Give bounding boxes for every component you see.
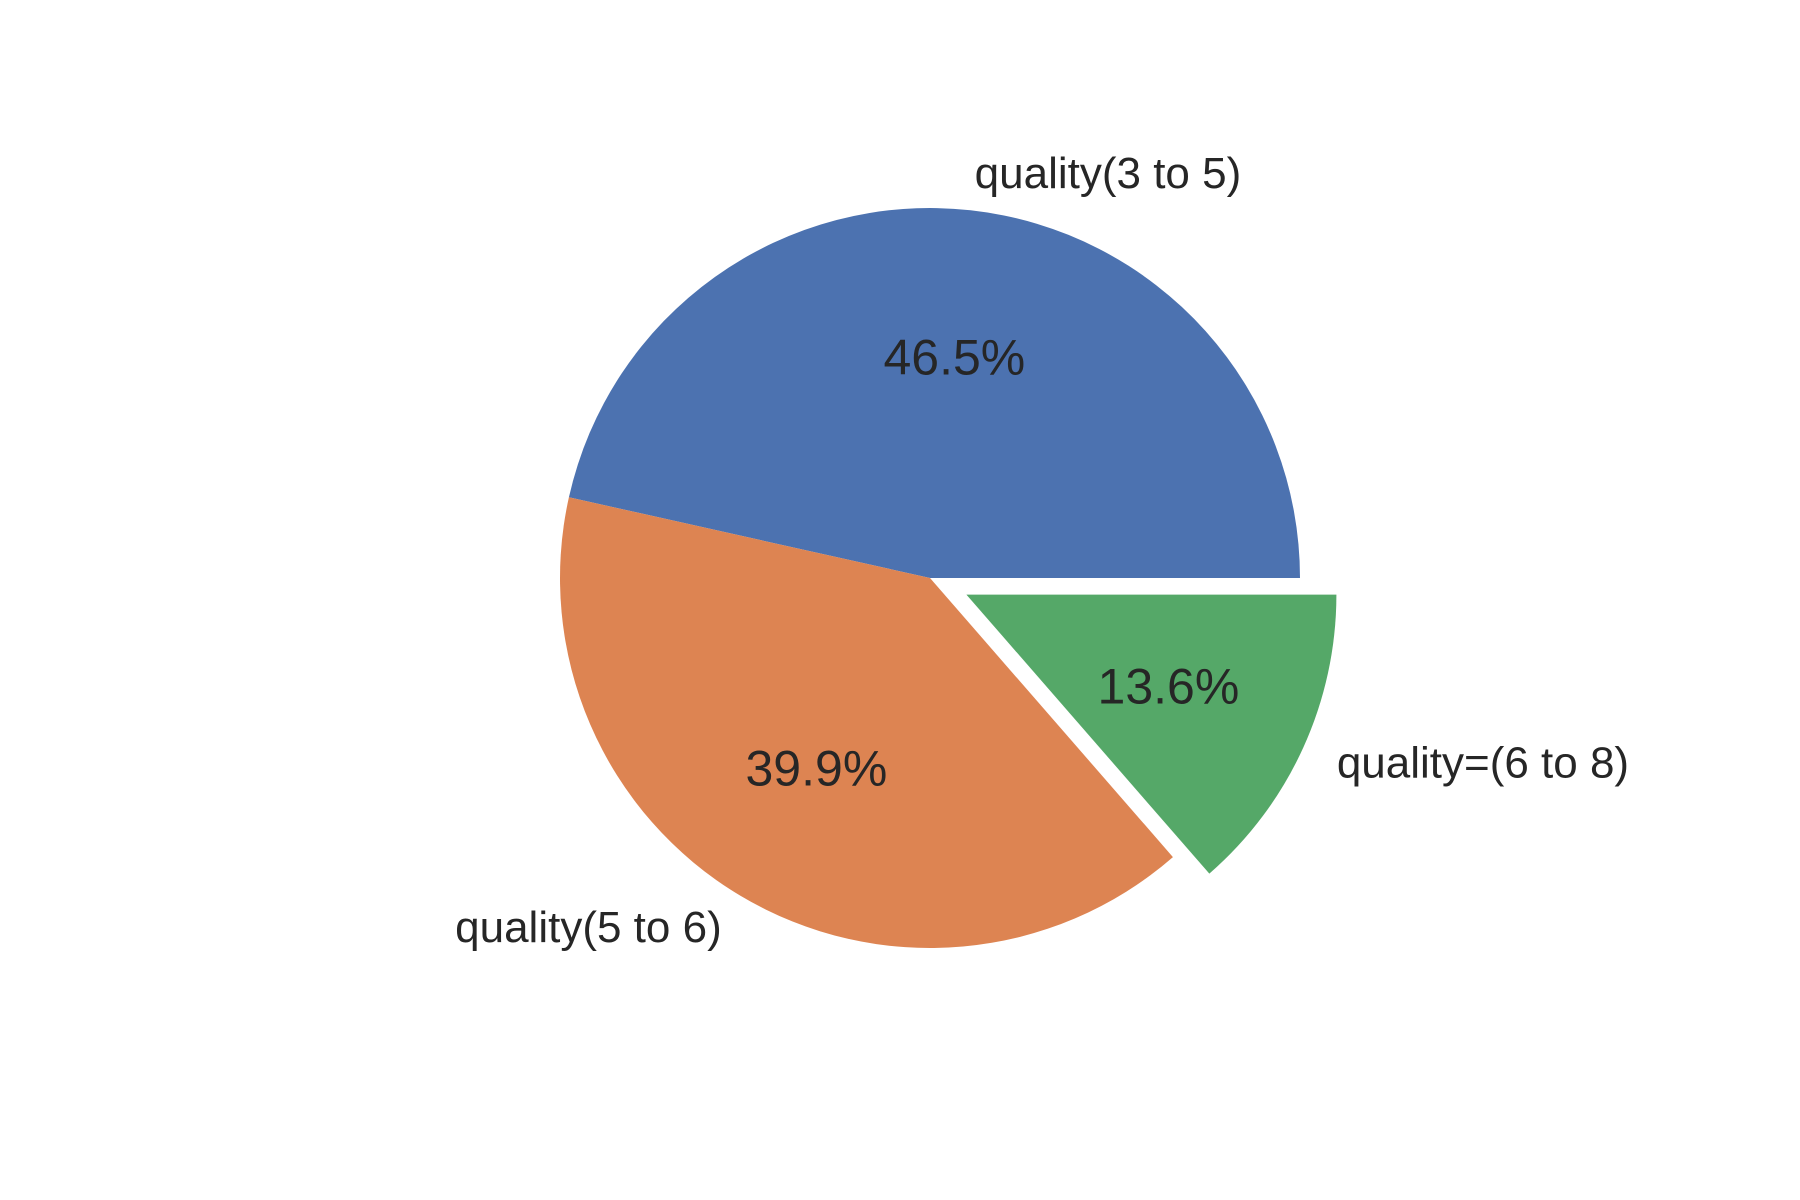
slice-percent-label: 39.9% xyxy=(746,741,888,797)
pie-slices xyxy=(560,208,1337,949)
pie-slice-2 xyxy=(560,497,1173,949)
slice-category-label: quality=(6 to 8) xyxy=(1337,739,1629,788)
pie-slice-3 xyxy=(966,594,1337,874)
slice-category-label: quality(3 to 5) xyxy=(975,149,1242,198)
slice-percent-label: 13.6% xyxy=(1098,659,1240,715)
slice-category-label: quality(5 to 6) xyxy=(455,903,722,952)
pie-labels: 46.5% quality(3 to 5) 39.9% quality(5 to 6)… xyxy=(455,149,1629,952)
slice-percent-label: 46.5% xyxy=(883,329,1025,385)
pie-slice-1 xyxy=(568,208,1300,579)
